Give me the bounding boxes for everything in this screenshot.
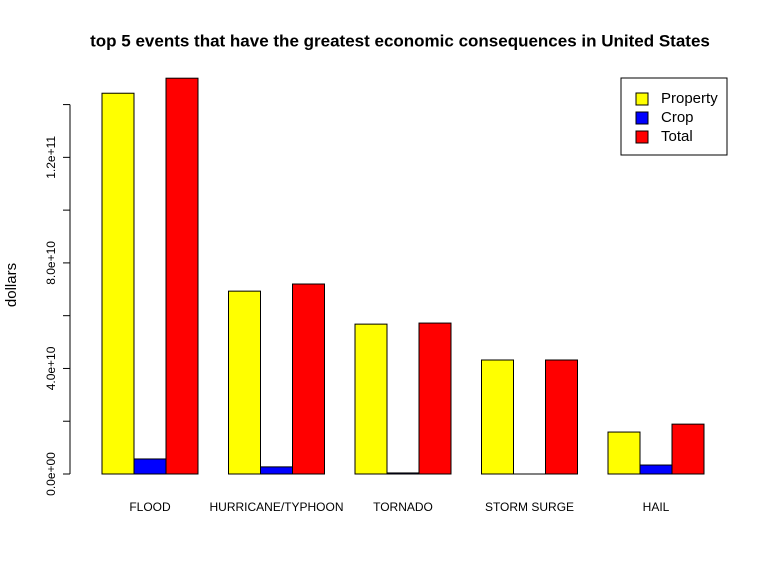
bar <box>481 359 514 475</box>
bar <box>354 323 388 475</box>
x-tick-label: STORM SURGE <box>485 500 574 514</box>
bar <box>260 466 293 475</box>
bar <box>671 423 705 475</box>
y-tick-label: 8.0e+10 <box>44 241 58 285</box>
legend-swatch <box>635 92 649 106</box>
legend-label: Property <box>661 90 718 107</box>
legend-label: Total <box>661 128 693 145</box>
y-tick-label: 0.0e+00 <box>44 452 58 496</box>
bar <box>639 464 673 475</box>
x-tick-label: HAIL <box>643 500 670 514</box>
legend-swatch <box>635 130 649 144</box>
y-axis-label: dollars <box>3 263 20 307</box>
bar <box>101 92 135 475</box>
x-tick-label: TORNADO <box>373 500 433 514</box>
bar <box>133 458 167 475</box>
legend-label: Crop <box>661 109 694 126</box>
y-tick-label: 4.0e+10 <box>44 346 58 390</box>
legend-swatch <box>635 111 649 125</box>
y-tick-label: 1.2e+11 <box>44 136 58 179</box>
bar <box>165 77 199 475</box>
bar <box>386 472 420 475</box>
bar <box>228 290 261 475</box>
x-tick-label: FLOOD <box>129 500 171 514</box>
bar <box>418 322 452 475</box>
bar <box>607 431 641 475</box>
chart-title: top 5 events that have the greatest econ… <box>90 31 710 50</box>
bar <box>292 283 325 475</box>
x-tick-label: HURRICANE/TYPHOON <box>209 500 343 514</box>
bar <box>545 359 578 475</box>
